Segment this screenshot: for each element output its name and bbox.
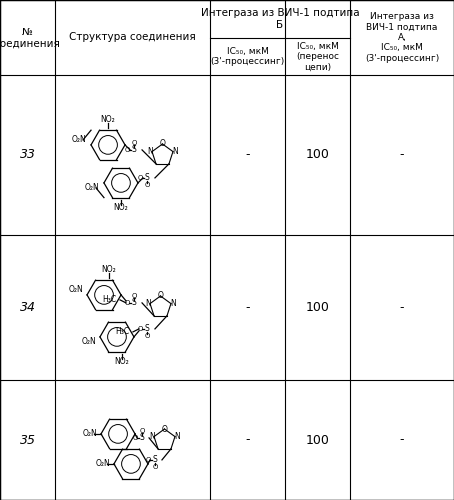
Text: H₃C: H₃C [115,328,129,336]
Text: NO₂: NO₂ [114,204,128,212]
Text: Интеграза из ВИЧ-1 подтипа
Б: Интеграза из ВИЧ-1 подтипа Б [201,8,359,30]
Text: O: O [131,293,137,299]
Text: N: N [172,147,178,156]
Text: NO₂: NO₂ [101,116,115,124]
Text: 35: 35 [20,434,35,446]
Text: O: O [124,147,130,153]
Text: Интеграза из
ВИЧ-1 подтипа
А,
IC₅₀, мкМ
(3'-процессинг): Интеграза из ВИЧ-1 подтипа А, IC₅₀, мкМ … [365,12,439,63]
Text: O: O [144,333,150,339]
Text: O: O [139,428,145,434]
Text: -: - [245,148,250,162]
Text: -: - [245,301,250,314]
Text: 34: 34 [20,301,35,314]
Text: O: O [133,435,138,441]
Text: 100: 100 [306,301,330,314]
Text: O₂N: O₂N [69,286,84,294]
Text: 100: 100 [306,148,330,162]
Text: O₂N: O₂N [96,460,110,468]
Text: S: S [132,146,136,154]
Text: -: - [400,434,404,446]
Text: -: - [245,434,250,446]
Text: O: O [131,140,137,146]
Text: N: N [149,432,155,441]
Text: O: O [145,457,151,463]
Text: O₂N: O₂N [83,430,98,438]
Text: S: S [132,298,136,308]
Text: 100: 100 [306,434,330,446]
Text: NO₂: NO₂ [102,266,116,274]
Text: O: O [158,292,163,300]
Text: N: N [145,299,151,308]
Text: H₃C: H₃C [102,296,116,304]
Text: IC₅₀, мкМ
(перенос
цепи): IC₅₀, мкМ (перенос цепи) [296,42,339,72]
Text: 33: 33 [20,148,35,162]
Text: S: S [140,434,144,442]
Text: O: O [124,300,130,306]
Text: O: O [137,175,143,181]
Text: -: - [400,148,404,162]
Text: O: O [152,464,158,470]
Text: S: S [144,324,149,334]
Text: №
соединения: № соединения [0,26,60,48]
Text: O₂N: O₂N [72,136,86,144]
Text: N: N [147,147,153,156]
Text: O: O [144,182,150,188]
Text: N: N [174,432,180,441]
Text: O: O [137,326,143,332]
Text: IC₅₀, мкМ
(3'-процессинг): IC₅₀, мкМ (3'-процессинг) [210,47,285,66]
Text: O₂N: O₂N [84,184,99,192]
Text: -: - [400,301,404,314]
Text: O₂N: O₂N [82,338,96,346]
Text: NO₂: NO₂ [114,358,129,366]
Text: O: O [159,140,165,148]
Text: N: N [170,299,176,308]
Text: S: S [144,174,149,182]
Text: S: S [153,456,158,464]
Text: Структура соединения: Структура соединения [69,32,196,42]
Text: O: O [162,424,168,434]
